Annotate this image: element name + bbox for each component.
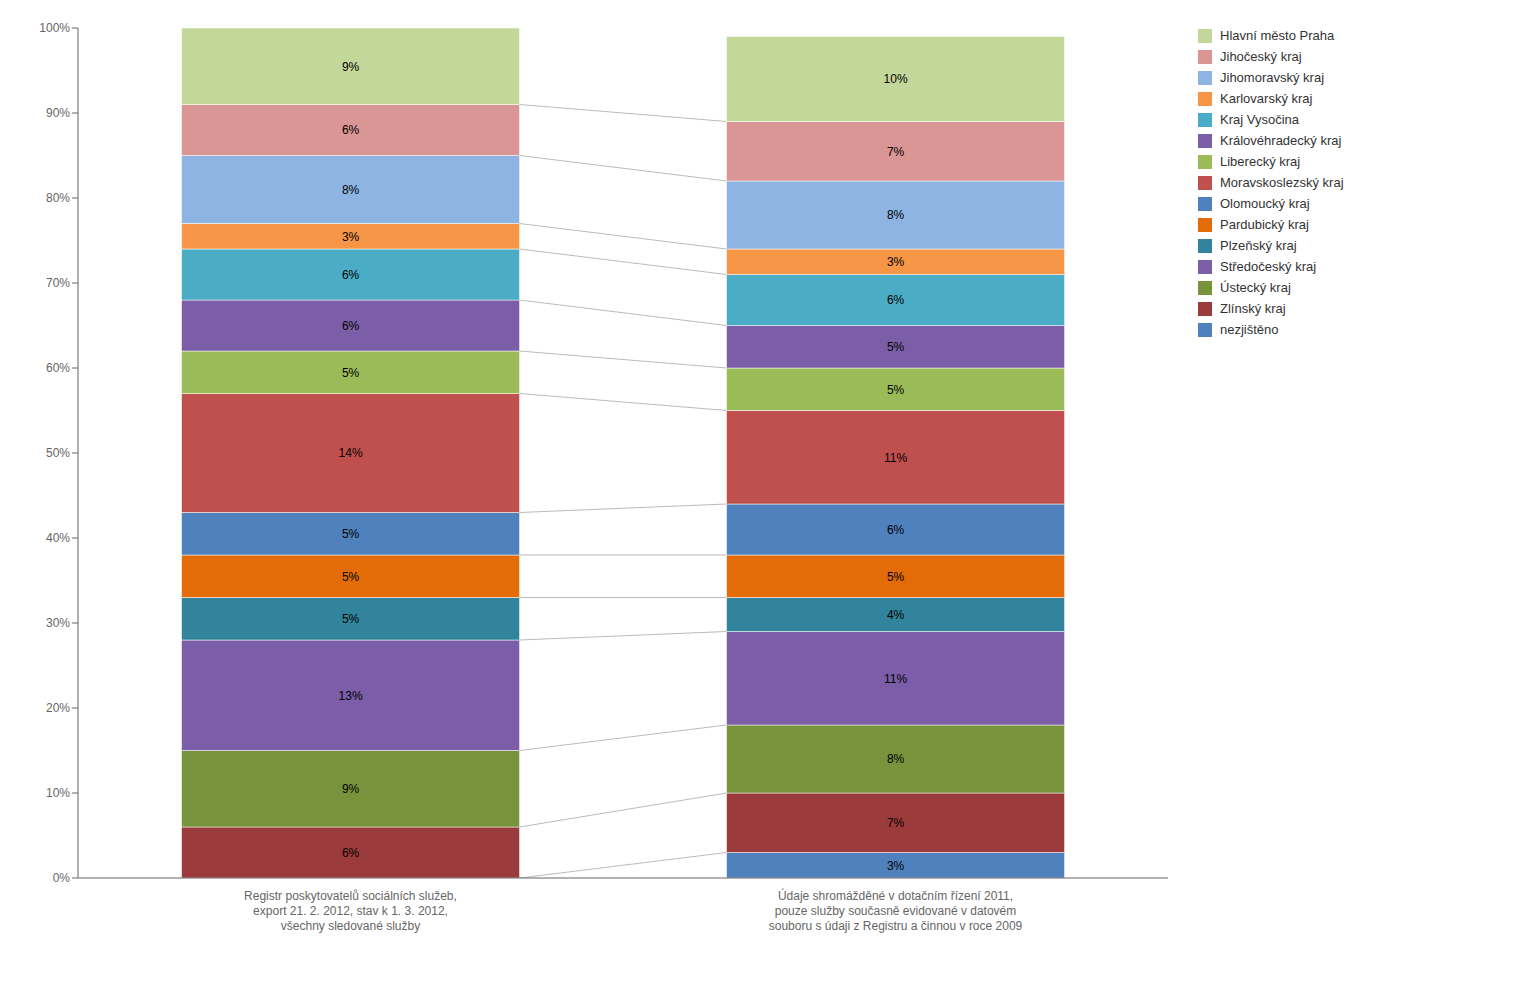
svg-text:7%: 7% xyxy=(887,145,905,159)
html-text:Zlínský kraj: Zlínský kraj xyxy=(1220,301,1286,316)
svg-text:30%: 30% xyxy=(46,616,70,630)
svg-text:6%: 6% xyxy=(887,293,905,307)
svg-text:13%: 13% xyxy=(339,689,363,703)
html-text:Ústecký kraj: Ústecký kraj xyxy=(1220,280,1291,295)
svg-text:5%: 5% xyxy=(887,383,905,397)
svg-text:5%: 5% xyxy=(887,340,905,354)
html-text:Královéhradecký kraj: Královéhradecký kraj xyxy=(1220,133,1342,148)
html-text:Jihomoravský kraj: Jihomoravský kraj xyxy=(1220,70,1324,85)
html-text:nezjištěno: nezjištěno xyxy=(1220,322,1279,337)
svg-text:20%: 20% xyxy=(46,701,70,715)
svg-text:5%: 5% xyxy=(342,527,360,541)
html-text:Jihočeský kraj: Jihočeský kraj xyxy=(1220,49,1302,64)
svg-text:6%: 6% xyxy=(342,319,360,333)
svg-text:8%: 8% xyxy=(887,752,905,766)
svg-text:80%: 80% xyxy=(46,191,70,205)
svg-text:8%: 8% xyxy=(887,208,905,222)
svg-text:3%: 3% xyxy=(887,255,905,269)
svg-text:50%: 50% xyxy=(46,446,70,460)
svg-text:10%: 10% xyxy=(884,72,908,86)
svg-text:6%: 6% xyxy=(342,846,360,860)
html-text:Hlavní město Praha: Hlavní město Praha xyxy=(1220,28,1335,43)
svg-text:100%: 100% xyxy=(39,21,70,35)
svg-text:3%: 3% xyxy=(342,230,360,244)
html-text:Liberecký kraj: Liberecký kraj xyxy=(1220,154,1301,169)
html-text:Plzeňský kraj: Plzeňský kraj xyxy=(1220,238,1297,253)
svg-text:40%: 40% xyxy=(46,531,70,545)
svg-text:Registr poskytovatelů sociální: Registr poskytovatelů sociálních služeb,… xyxy=(244,889,457,933)
html-text:Středočeský kraj: Středočeský kraj xyxy=(1220,259,1317,274)
html-text:Olomoucký kraj: Olomoucký kraj xyxy=(1220,196,1310,211)
svg-text:70%: 70% xyxy=(46,276,70,290)
svg-text:90%: 90% xyxy=(46,106,70,120)
svg-text:7%: 7% xyxy=(887,816,905,830)
svg-text:5%: 5% xyxy=(342,612,360,626)
svg-text:6%: 6% xyxy=(887,523,905,537)
svg-text:11%: 11% xyxy=(884,672,907,686)
svg-text:4%: 4% xyxy=(887,608,905,622)
svg-text:14%: 14% xyxy=(339,446,363,460)
svg-text:3%: 3% xyxy=(887,859,905,873)
svg-text:8%: 8% xyxy=(342,183,360,197)
html-text:Kraj Vysočina: Kraj Vysočina xyxy=(1220,112,1299,127)
html-text:Pardubický kraj: Pardubický kraj xyxy=(1220,217,1309,232)
svg-text:6%: 6% xyxy=(342,123,360,137)
svg-text:5%: 5% xyxy=(887,570,905,584)
svg-text:9%: 9% xyxy=(342,60,360,74)
svg-text:10%: 10% xyxy=(46,786,70,800)
svg-text:Údaje shromážděné v dotačním ř: Údaje shromážděné v dotačním řízení 2011… xyxy=(769,888,1023,933)
html-text:Karlovarský kraj: Karlovarský kraj xyxy=(1220,91,1313,106)
svg-text:0%: 0% xyxy=(53,871,71,885)
svg-text:5%: 5% xyxy=(342,366,360,380)
svg-text:60%: 60% xyxy=(46,361,70,375)
svg-text:9%: 9% xyxy=(342,782,360,796)
svg-text:11%: 11% xyxy=(884,451,907,465)
svg-text:6%: 6% xyxy=(342,268,360,282)
svg-text:5%: 5% xyxy=(342,570,360,584)
html-text:Moravskoslezský kraj: Moravskoslezský kraj xyxy=(1220,175,1344,190)
